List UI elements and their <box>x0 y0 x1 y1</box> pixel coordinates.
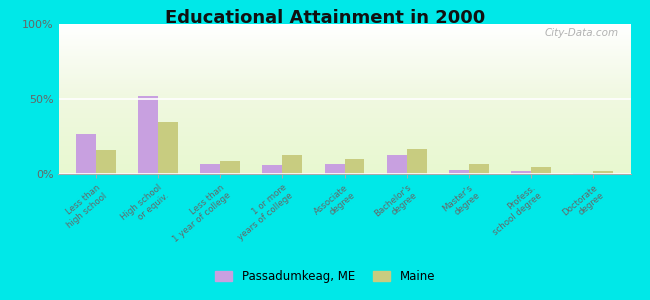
Bar <box>76 134 96 174</box>
Text: City-Data.com: City-Data.com <box>545 28 619 38</box>
Bar <box>387 154 407 174</box>
Bar <box>344 159 365 174</box>
Bar <box>138 96 158 174</box>
Bar <box>282 154 302 174</box>
Bar <box>449 169 469 174</box>
Bar <box>407 148 426 174</box>
Bar <box>324 164 345 174</box>
Bar <box>531 167 551 174</box>
Bar <box>220 160 240 174</box>
Bar <box>263 165 282 174</box>
Bar <box>511 171 531 174</box>
Bar <box>593 171 613 174</box>
Legend: Passadumkeag, ME, Maine: Passadumkeag, ME, Maine <box>210 266 440 288</box>
Bar <box>200 164 220 174</box>
Bar <box>96 150 116 174</box>
Bar <box>469 164 489 174</box>
Bar <box>158 122 178 174</box>
Bar <box>573 172 593 174</box>
Text: Educational Attainment in 2000: Educational Attainment in 2000 <box>165 9 485 27</box>
